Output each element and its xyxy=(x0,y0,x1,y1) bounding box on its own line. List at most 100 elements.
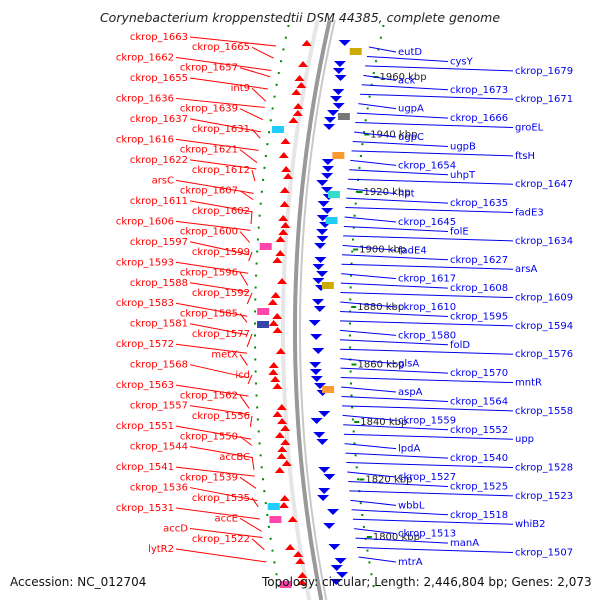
left-gene-label: ckrop_1636 xyxy=(116,93,174,104)
left-gene-label: icd xyxy=(235,370,250,381)
left-leader-line xyxy=(239,395,250,409)
right-leader-line xyxy=(340,348,514,355)
right-gene-label: ckrop_1580 xyxy=(398,330,456,341)
reverse-gene-mark xyxy=(297,572,308,578)
forward-gene-mark xyxy=(334,558,347,564)
left-leader-line xyxy=(251,46,274,59)
right-gene-label: hpt xyxy=(398,189,415,200)
backbone-arc-2 xyxy=(299,19,336,600)
forward-gene-mark xyxy=(318,411,331,417)
left-leader-line xyxy=(239,517,262,532)
left-leader-line xyxy=(251,538,265,551)
backbone-arc-1 xyxy=(293,19,332,600)
left-leader-line xyxy=(247,374,253,385)
left-gene-label: accBC xyxy=(219,452,250,463)
right-leader-line xyxy=(349,169,449,176)
reverse-gene-mark xyxy=(283,173,294,179)
reverse-gene-mark xyxy=(280,425,291,431)
right-gene-label: mtrA xyxy=(398,557,423,568)
left-leader-line xyxy=(175,138,259,151)
right-gene-label: ckrop_1525 xyxy=(450,481,508,492)
right-leader-line xyxy=(341,273,397,280)
reverse-gene-mark xyxy=(276,453,287,459)
left-leader-line xyxy=(239,272,249,286)
reverse-gene-mark xyxy=(280,222,291,228)
reverse-gene-mark xyxy=(274,467,285,473)
right-gene-label: ckrop_1507 xyxy=(515,548,573,559)
left-gene-label: ckrop_1596 xyxy=(180,268,238,279)
left-gene-label: ckrop_1551 xyxy=(116,421,174,432)
reverse-gene-mark xyxy=(277,446,288,452)
left-gene-label: metX xyxy=(211,349,238,360)
right-gene-label: ckrop_1671 xyxy=(515,94,573,105)
right-leader-line xyxy=(347,471,397,478)
right-gene-label: ckrop_1673 xyxy=(450,85,508,96)
right-leader-line xyxy=(350,499,397,506)
left-leader-line xyxy=(239,435,253,446)
left-gene-label: ckrop_1657 xyxy=(180,63,238,74)
left-labels: ckrop_1663 ckrop_1665 ckrop_1662 ckrop_1657… xyxy=(116,32,277,563)
left-leader-line xyxy=(239,108,264,121)
right-leader-line xyxy=(358,556,397,563)
right-leader-line xyxy=(359,93,514,100)
forward-gene-mark xyxy=(318,488,331,494)
reverse-gene-mark xyxy=(268,369,279,375)
reverse-gene-mark xyxy=(288,117,299,123)
forward-gene-mark xyxy=(323,474,336,480)
left-gene-label: ckrop_1599 xyxy=(192,247,250,258)
domain-block xyxy=(269,516,282,523)
left-leader-line xyxy=(189,241,250,256)
left-leader-line xyxy=(175,302,248,317)
right-gene-label: ckrop_1645 xyxy=(398,217,456,228)
right-leader-line xyxy=(341,254,449,261)
right-gene-label: ckrop_1617 xyxy=(398,274,456,285)
left-leader-line xyxy=(189,528,263,539)
forward-gene-mark xyxy=(317,495,330,501)
forward-gene-mark xyxy=(321,173,334,179)
left-gene-label: ckrop_1616 xyxy=(116,134,174,145)
left-leader-line xyxy=(189,446,253,459)
right-gene-label: ckrop_1679 xyxy=(515,66,573,77)
reverse-gene-mark xyxy=(274,432,285,438)
right-gene-label: ckrop_1559 xyxy=(398,415,456,426)
right-leader-line xyxy=(344,443,397,450)
right-gene-label: ckrop_1558 xyxy=(515,406,573,417)
left-gene-label: ckrop_1550 xyxy=(180,431,238,442)
right-leader-line xyxy=(341,395,449,402)
right-gene-label: ckrop_1576 xyxy=(515,349,573,360)
right-gene-label: ckrop_1647 xyxy=(515,179,573,190)
right-leader-line xyxy=(342,405,514,412)
right-leader-line xyxy=(340,301,397,308)
forward-gene-mark xyxy=(324,117,337,123)
left-gene-label: ckrop_1607 xyxy=(180,186,238,197)
right-leader-line xyxy=(352,518,514,525)
forward-gene-mark xyxy=(323,124,336,130)
left-gene-label: ckrop_1597 xyxy=(130,237,188,248)
right-gene-label: whiB2 xyxy=(515,519,546,530)
left-gene-label: arsC xyxy=(152,175,174,186)
forward-gene-mark xyxy=(333,61,346,67)
left-gene-label: ckrop_1522 xyxy=(192,534,250,545)
right-gene-label: ckrop_1564 xyxy=(450,396,508,407)
right-gene-label: ckrop_1523 xyxy=(515,491,573,502)
position-label: 1840 kbp xyxy=(360,417,407,428)
backbone-group xyxy=(281,19,336,600)
left-leader-line xyxy=(175,548,267,563)
right-leader-line xyxy=(340,320,514,327)
reverse-gene-mark xyxy=(293,551,304,557)
right-gene-label: folD xyxy=(450,340,470,351)
right-leader-line xyxy=(355,122,514,129)
reverse-gene-mark xyxy=(279,495,290,501)
reverse-gene-mark xyxy=(272,257,283,263)
right-gene-label: ckrop_1635 xyxy=(450,198,508,209)
right-gene-label: ckrop_1634 xyxy=(515,236,573,247)
left-gene-label: ckrop_1541 xyxy=(116,462,174,473)
left-gene-label: ckrop_1639 xyxy=(180,104,238,115)
left-gene-label: ckrop_1606 xyxy=(116,216,174,227)
right-leader-line xyxy=(356,547,514,554)
reverse-gene-mark xyxy=(275,348,286,354)
right-leader-line xyxy=(346,462,514,469)
reverse-gene-mark xyxy=(272,411,283,417)
left-gene-label: ckrop_1556 xyxy=(192,411,250,422)
left-gene-label: ckrop_1600 xyxy=(180,227,238,238)
